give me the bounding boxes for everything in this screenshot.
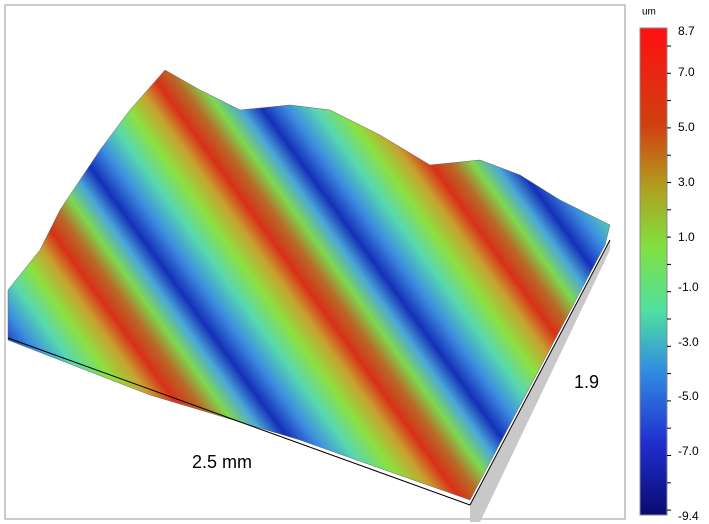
side-face xyxy=(470,240,610,522)
colorbar-unit: um xyxy=(642,7,656,18)
colorbar-label: 8.7 xyxy=(678,24,695,38)
colorbar-label: 7.0 xyxy=(678,65,695,79)
length-label: 2.5 mm xyxy=(192,452,252,472)
width-label: 1.9 xyxy=(574,372,599,392)
colorbar-label: -1.0 xyxy=(678,280,699,294)
colorbar-label: -9.4 xyxy=(678,509,699,523)
colorbar-label: -3.0 xyxy=(678,335,699,349)
colorbar-label: 1.0 xyxy=(678,230,695,244)
colorbar-label: 5.0 xyxy=(678,120,695,134)
base-edge xyxy=(7,337,471,506)
colorbar-label: 3.0 xyxy=(678,175,695,189)
colorbar-label: -5.0 xyxy=(678,389,699,403)
colorbar-label: -7.0 xyxy=(678,444,699,458)
colorbar xyxy=(639,27,668,516)
base-edge xyxy=(469,239,611,506)
